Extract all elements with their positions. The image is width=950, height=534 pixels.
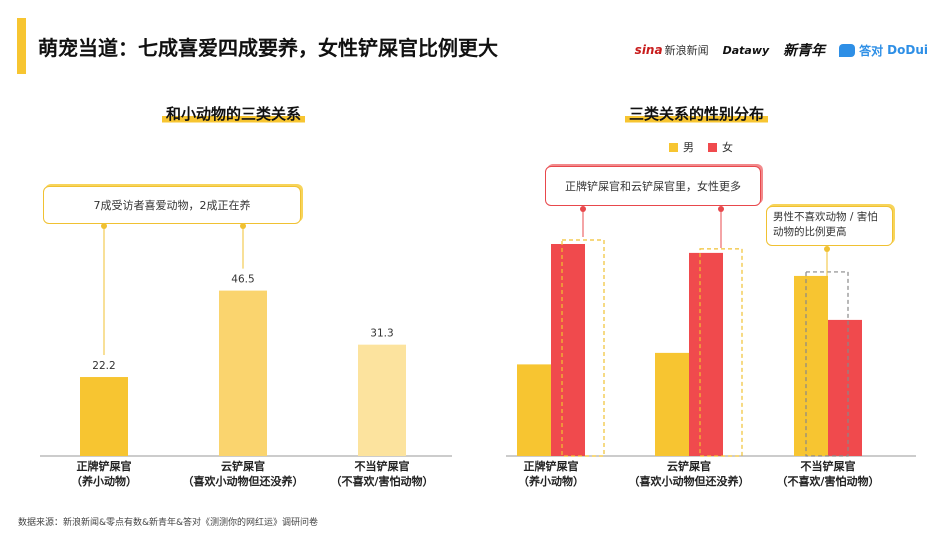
right-bar-female-3 bbox=[828, 319, 862, 456]
right-category-label-1-2: （养小动物） bbox=[518, 474, 584, 488]
right-category-label-2-1: 云铲屎官 bbox=[667, 459, 711, 473]
left-category-label-1-2: （养小动物） bbox=[71, 474, 137, 488]
sina-news-logo: sina 新浪新闻 bbox=[634, 43, 709, 57]
xinqingnian-logo: 新青年 bbox=[783, 43, 826, 59]
left-category-label-2-1: 云铲屎官 bbox=[221, 459, 265, 473]
left-category-label-3-2: （不喜欢/害怕动物） bbox=[330, 474, 433, 488]
right-category-label-3-1: 不当铲屎官 bbox=[801, 459, 856, 473]
left-category-label-2-2: （喜欢小动物但还没养） bbox=[183, 474, 304, 488]
right-category-label-1-1: 正牌铲屎官 bbox=[524, 459, 579, 473]
highlight-frame-female-2 bbox=[699, 248, 743, 457]
left-connector-dot-2 bbox=[240, 223, 246, 229]
highlight-frame-female-1 bbox=[561, 239, 605, 457]
female-connector-dot-1 bbox=[580, 206, 586, 212]
male-callout: 男性不喜欢动物 / 害怕动物的比例更高 bbox=[766, 206, 893, 246]
female-callout: 正牌铲屎官和云铲屎官里，女性更多 bbox=[545, 166, 761, 206]
right-bar-male-3 bbox=[794, 275, 828, 456]
right-bar-male-1 bbox=[517, 364, 551, 456]
left-connector-dot-1 bbox=[101, 223, 107, 229]
right-bar-female-1 bbox=[551, 244, 585, 456]
dodui-logo: 答对 DoDui bbox=[839, 42, 928, 59]
left-value-label-2: 46.5 bbox=[231, 274, 254, 286]
legend-item-female: 女 bbox=[708, 139, 733, 155]
dodui-mark-icon bbox=[839, 43, 856, 57]
left-chart-title: 和小动物的三类关系 bbox=[162, 103, 306, 124]
male-connector-dot bbox=[824, 246, 830, 252]
partner-logos: sina 新浪新闻 Datawy 新青年 答对 DoDui bbox=[635, 40, 928, 60]
left-value-label-1: 22.2 bbox=[92, 360, 115, 372]
right-chart-title: 三类关系的性别分布 bbox=[625, 103, 769, 124]
left-bar-1 bbox=[80, 377, 128, 456]
data-source-note: 数据来源：新浪新闻&零点有数&新青年&答对《测测你的网红运》调研问卷 bbox=[18, 518, 319, 528]
left-bar-3 bbox=[358, 344, 406, 456]
legend-swatch-female bbox=[708, 142, 717, 152]
right-category-label-3-2: （不喜欢/害怕动物） bbox=[776, 474, 879, 488]
legend-swatch-male bbox=[669, 142, 678, 152]
right-bar-male-2 bbox=[655, 352, 689, 456]
right-chart-legend: 男 女 bbox=[669, 139, 733, 155]
legend-item-male: 男 bbox=[669, 139, 694, 155]
right-bar-female-2 bbox=[689, 252, 723, 456]
left-value-label-3: 31.3 bbox=[370, 328, 393, 340]
datawy-logo: Datawy bbox=[722, 43, 770, 57]
title-accent-bar bbox=[17, 18, 26, 74]
left-category-label-3-1: 不当铲屎官 bbox=[355, 459, 410, 473]
left-bar-2 bbox=[219, 290, 267, 456]
left-callout: 7成受访者喜爱动物，2成正在养 bbox=[43, 186, 301, 224]
page-title: 萌宠当道：七成喜爱四成要养，女性铲屎官比例更大 bbox=[38, 36, 498, 60]
female-connector-dot-2 bbox=[718, 206, 724, 212]
left-category-label-1-1: 正牌铲屎官 bbox=[77, 459, 132, 473]
right-category-label-2-2: （喜欢小动物但还没养） bbox=[629, 474, 750, 488]
